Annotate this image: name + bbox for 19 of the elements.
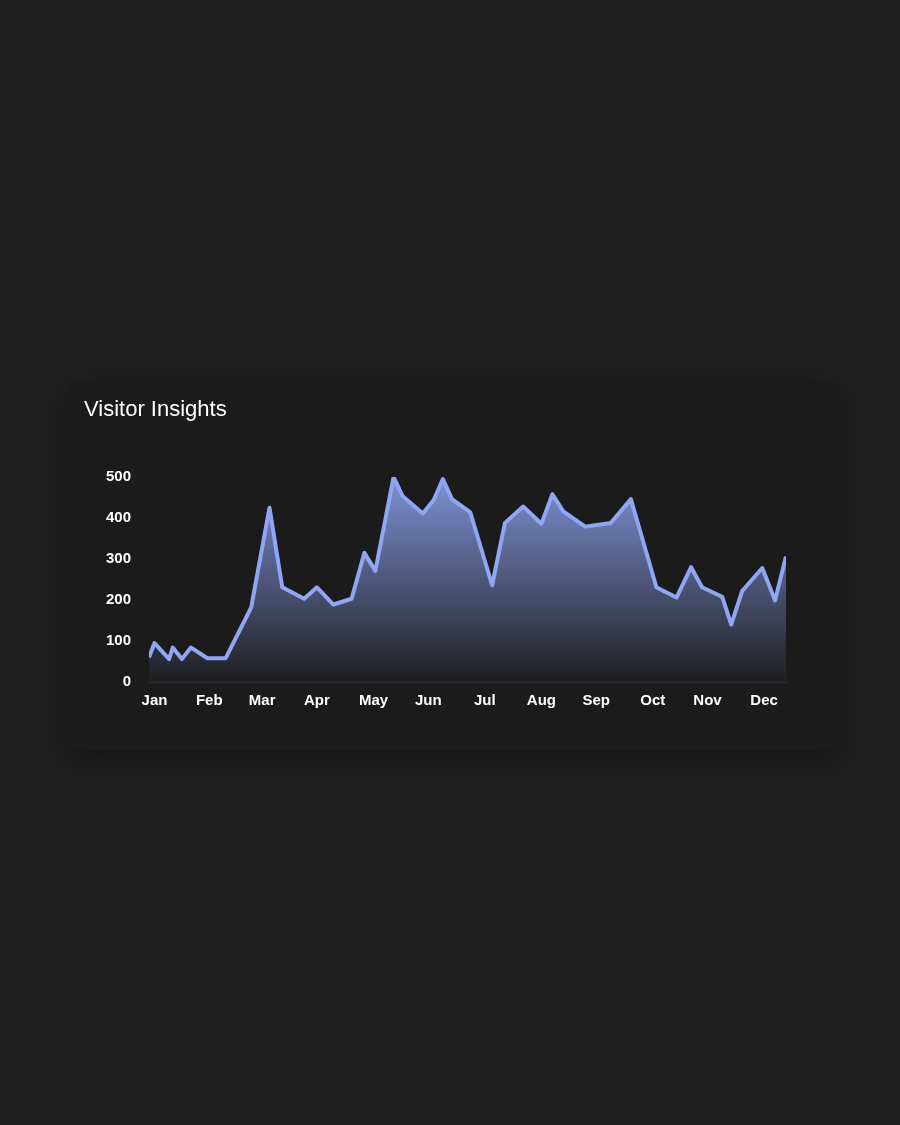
y-tick-label: 100 bbox=[106, 631, 132, 649]
y-tick-label: 400 bbox=[106, 508, 132, 526]
x-tick-label: Aug bbox=[526, 691, 557, 709]
x-tick-label: Dec bbox=[750, 691, 778, 709]
x-tick-label: Feb bbox=[195, 691, 223, 709]
x-tick-label: Jun bbox=[414, 691, 442, 709]
x-tick-label: Apr bbox=[304, 691, 331, 709]
x-tick-label: Jan bbox=[141, 691, 168, 709]
y-tick-label: 200 bbox=[106, 590, 132, 608]
x-tick-label: May bbox=[358, 691, 389, 709]
x-tick-label: Sep bbox=[582, 691, 610, 709]
x-tick-label: Oct bbox=[640, 691, 666, 709]
x-tick-label: Mar bbox=[248, 691, 276, 709]
y-tick-label: 0 bbox=[122, 672, 132, 690]
y-tick-label: 500 bbox=[106, 467, 132, 485]
y-tick-label: 300 bbox=[106, 549, 132, 567]
x-tick-label: Jul bbox=[474, 691, 496, 709]
chart-title: Visitor Insights bbox=[84, 396, 227, 422]
x-tick-label: Nov bbox=[693, 691, 723, 709]
